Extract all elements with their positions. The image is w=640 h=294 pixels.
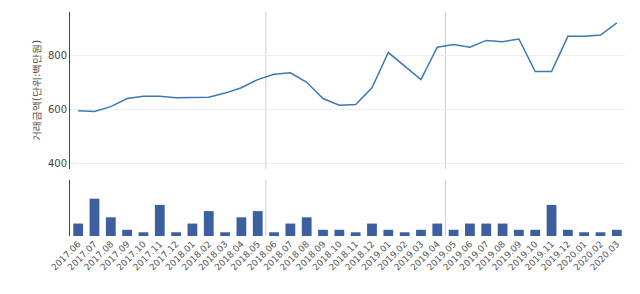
svg-text:2018.01: 2018.01: [164, 239, 197, 272]
svg-text:2017.10: 2017.10: [115, 239, 149, 273]
svg-text:2020.03: 2020.03: [588, 239, 621, 272]
svg-text:2019.08: 2019.08: [474, 239, 508, 273]
svg-text:2018.05: 2018.05: [229, 239, 262, 272]
svg-text:2018.07: 2018.07: [262, 239, 295, 272]
svg-text:2020.01: 2020.01: [555, 239, 588, 272]
svg-text:2020.02: 2020.02: [572, 239, 605, 272]
svg-text:2018.08: 2018.08: [278, 239, 312, 273]
svg-text:2019.02: 2019.02: [376, 239, 409, 272]
svg-text:2018.10: 2018.10: [311, 239, 345, 273]
svg-text:2018.11: 2018.11: [327, 239, 360, 272]
svg-text:2019.10: 2019.10: [506, 239, 540, 273]
svg-text:2019.09: 2019.09: [490, 239, 524, 273]
svg-text:2019.12: 2019.12: [539, 239, 572, 272]
svg-text:2019.03: 2019.03: [392, 239, 425, 272]
svg-text:400: 400: [48, 158, 67, 169]
svg-text:2019.11: 2019.11: [523, 239, 556, 272]
svg-text:거래금액(단위:백만원): 거래금액(단위:백만원): [31, 40, 42, 141]
svg-text:2019.07: 2019.07: [457, 239, 490, 272]
svg-text:2018.02: 2018.02: [180, 239, 213, 272]
svg-text:800: 800: [48, 50, 67, 61]
svg-text:2017.11: 2017.11: [131, 239, 164, 272]
svg-text:600: 600: [48, 104, 67, 115]
svg-text:2017.12: 2017.12: [147, 239, 180, 272]
svg-text:2019.05: 2019.05: [425, 239, 458, 272]
svg-text:2019.06: 2019.06: [441, 239, 475, 273]
svg-text:2017.08: 2017.08: [82, 239, 116, 273]
svg-text:2019.01: 2019.01: [360, 239, 393, 272]
svg-text:2018.09: 2018.09: [294, 239, 328, 273]
svg-text:2017.09: 2017.09: [98, 239, 132, 273]
svg-text:2018.03: 2018.03: [196, 239, 229, 272]
svg-text:2018.06: 2018.06: [245, 239, 279, 273]
svg-text:2019.04: 2019.04: [408, 239, 442, 273]
svg-text:2018.04: 2018.04: [213, 239, 247, 273]
svg-text:2018.12: 2018.12: [343, 239, 376, 272]
svg-text:2017.06: 2017.06: [49, 239, 83, 273]
svg-text:2017.07: 2017.07: [66, 239, 99, 272]
